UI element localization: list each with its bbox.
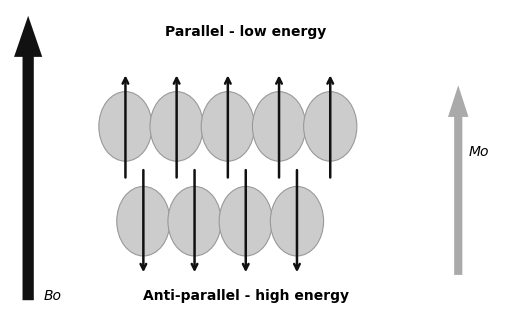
Ellipse shape: [270, 186, 324, 256]
FancyArrow shape: [14, 16, 42, 300]
Text: Bo: Bo: [44, 289, 61, 303]
Text: Mo: Mo: [468, 145, 489, 159]
FancyArrow shape: [448, 85, 468, 275]
Text: Parallel - low energy: Parallel - low energy: [165, 25, 326, 39]
Ellipse shape: [117, 186, 170, 256]
Ellipse shape: [168, 186, 221, 256]
Ellipse shape: [304, 92, 357, 161]
Ellipse shape: [252, 92, 306, 161]
Text: Anti-parallel - high energy: Anti-parallel - high energy: [143, 289, 349, 303]
Ellipse shape: [99, 92, 152, 161]
Ellipse shape: [219, 186, 272, 256]
Ellipse shape: [150, 92, 203, 161]
Ellipse shape: [201, 92, 254, 161]
